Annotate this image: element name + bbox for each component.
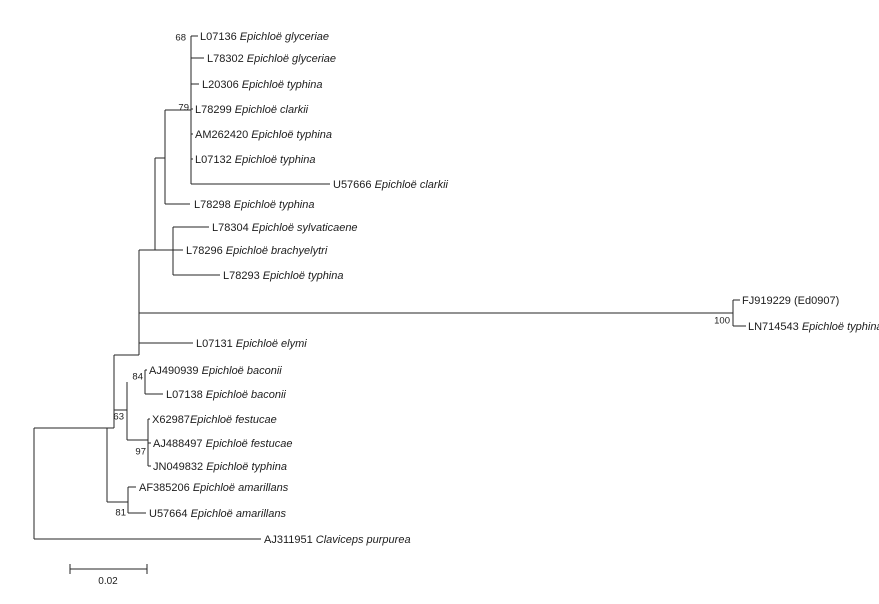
bootstrap-value-6: 81: [115, 508, 126, 519]
taxon-label-4: AM262420 Epichloë typhina: [195, 129, 332, 141]
taxon-label-1: L78302 Epichloë glyceriae: [207, 53, 336, 65]
scale-bar-label: 0.02: [98, 576, 118, 587]
bootstrap-value-3: 84: [132, 372, 143, 383]
bootstrap-value-1: 79: [178, 103, 189, 114]
taxon-label-17: AJ488497 Epichloë festucae: [153, 438, 292, 450]
taxon-label-7: L78298 Epichloë typhina: [194, 199, 315, 211]
taxon-label-15: L07138 Epichloë baconii: [166, 389, 286, 401]
taxon-label-21: AJ311951 Claviceps purpurea: [264, 534, 411, 546]
bootstrap-value-4: 63: [113, 412, 124, 423]
taxon-label-20: U57664 Epichloë amarillans: [149, 508, 286, 520]
taxon-label-14: AJ490939 Epichloë baconii: [149, 365, 282, 377]
taxon-label-10: L78293 Epichloë typhina: [223, 270, 344, 282]
taxon-label-16: X62987Epichloë festucae: [152, 414, 277, 426]
scale-bar: 0.02: [69, 564, 148, 587]
taxon-label-6: U57666 Epichloë clarkii: [333, 179, 449, 191]
taxon-label-3: L78299 Epichloë clarkii: [195, 104, 309, 116]
taxon-label-5: L07132 Epichloë typhina: [195, 154, 316, 166]
taxon-label-9: L78296 Epichloë brachyelytri: [186, 245, 328, 257]
taxon-label-12: LN714543 Epichloë typhina: [748, 321, 879, 333]
taxon-label-8: L78304 Epichloë sylvaticaene: [212, 222, 358, 234]
taxon-label-18: JN049832 Epichloë typhina: [153, 461, 287, 473]
bootstrap-value-0: 68: [175, 33, 186, 44]
taxon-label-19: AF385206 Epichloë amarillans: [139, 482, 289, 494]
taxon-label-13: L07131 Epichloë elymi: [196, 338, 307, 350]
taxon-label-2: L20306 Epichloë typhina: [202, 79, 323, 91]
taxon-label-0: L07136 Epichloë glyceriae: [200, 31, 329, 43]
bootstrap-value-2: 100: [714, 316, 730, 327]
bootstrap-value-5: 97: [135, 447, 146, 458]
taxon-label-11: FJ919229 (Ed0907): [742, 295, 839, 307]
